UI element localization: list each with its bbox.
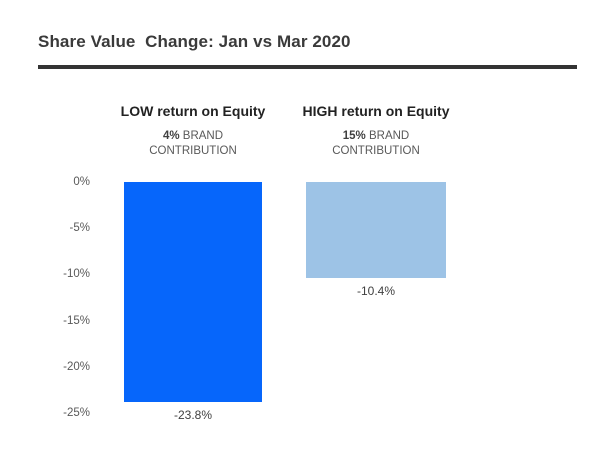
- high-brand-pct: 15%: [342, 130, 366, 142]
- low-contribution-word: CONTRIBUTION: [149, 145, 237, 157]
- column-header-low: LOW return on Equity 4% BRAND CONTRIBUTIO…: [100, 103, 286, 159]
- bar-high-return: [306, 182, 446, 278]
- high-brand-word: BRAND: [368, 130, 410, 142]
- y-axis-tick-label: -15%: [63, 315, 90, 327]
- high-header-label: HIGH return on Equity: [302, 103, 450, 119]
- low-brand-contribution: 4% BRAND CONTRIBUTION: [100, 129, 286, 159]
- page-title: Share Value Change: Jan vs Mar 2020: [38, 32, 351, 51]
- y-axis-tick-label: -5%: [69, 222, 90, 234]
- bar-low-return: [124, 182, 262, 402]
- column-header-high: HIGH return on Equity 15% BRAND CONTRIBUT…: [283, 103, 469, 159]
- low-brand-word: BRAND: [182, 130, 224, 142]
- y-axis-tick-label: 0%: [73, 176, 90, 188]
- high-contribution-word: CONTRIBUTION: [332, 145, 420, 157]
- bar-value-label-low: -23.8%: [173, 408, 213, 422]
- high-brand-contribution: 15% BRAND CONTRIBUTION: [283, 129, 469, 159]
- y-axis-tick-label: -10%: [63, 268, 90, 280]
- y-axis-tick-label: -20%: [63, 361, 90, 373]
- low-header-label: LOW return on Equity: [120, 103, 266, 119]
- title-underline: [38, 65, 577, 69]
- bar-value-label-high: -10.4%: [356, 284, 396, 298]
- y-axis-tick-label: -25%: [63, 407, 90, 419]
- low-brand-pct: 4%: [162, 130, 180, 142]
